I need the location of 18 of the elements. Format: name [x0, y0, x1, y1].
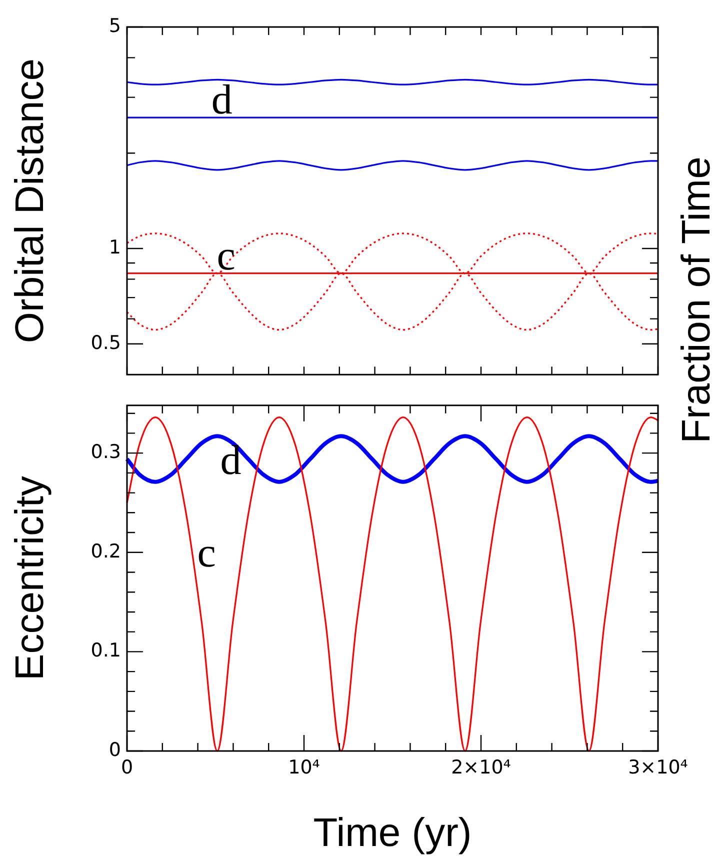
annotation: d	[220, 438, 242, 484]
x-axis-title: Time (yr)	[313, 811, 472, 856]
x-tick-label: 2×10⁴	[451, 756, 512, 778]
y-tick-label: 1	[108, 236, 121, 258]
y-tick-label: 5	[108, 14, 121, 37]
y-tick-label: 0.2	[90, 540, 121, 562]
annotation: c	[216, 233, 236, 280]
y-axis-title: Eccentricity	[8, 476, 52, 680]
x-tick-label: 3×10⁴	[628, 756, 688, 778]
text: Fraction of Time	[674, 156, 720, 444]
x-tick-label: 10⁴	[288, 756, 320, 778]
y-tick-label: 0.3	[90, 441, 121, 464]
annotation: c	[197, 530, 216, 576]
y-axis-title: Orbital Distance	[8, 58, 52, 344]
y-tick-label: 0.5	[90, 332, 121, 354]
y-tick-label: 0.1	[90, 640, 121, 662]
annotation: d	[211, 78, 232, 124]
y-tick-label: 0	[108, 738, 121, 761]
